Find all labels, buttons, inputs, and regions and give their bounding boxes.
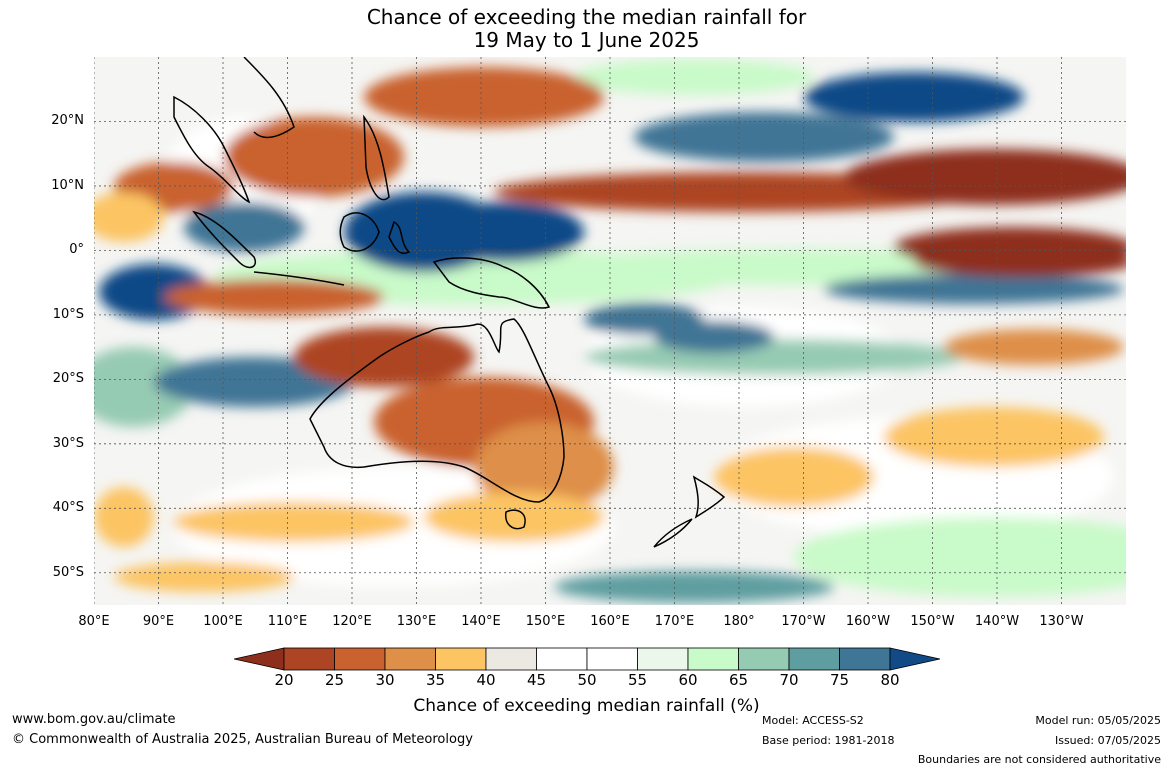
colorbar-segment (788, 647, 840, 671)
lon-label: 100°E (203, 614, 243, 629)
graticule (94, 57, 1126, 605)
colorbar-tick-label: 30 (375, 671, 395, 689)
colorbar-segment (334, 647, 386, 671)
lat-label: 50°S (52, 564, 84, 580)
colorbar-segment (839, 647, 891, 671)
coastline-new-zealand-south (653, 518, 693, 548)
coastline-borneo (339, 212, 380, 252)
lon-label: 160°W (845, 614, 891, 629)
colorbar-segment (283, 647, 335, 671)
map-title-line2: 19 May to 1 June 2025 (473, 28, 700, 52)
colorbar-tick-label: 55 (627, 671, 648, 689)
colorbar-tick-label: 40 (476, 671, 496, 689)
lon-label: 140°E (461, 614, 501, 629)
colorbar-tick-label: 75 (829, 671, 850, 689)
colorbar-tick-label: 25 (324, 671, 345, 689)
footer-copyright: © Commonwealth of Australia 2025, Austra… (12, 732, 473, 747)
footer-model: Model: ACCESS-S2 (762, 714, 864, 727)
map-canvas (94, 57, 1126, 605)
coastline-new-guinea (432, 257, 551, 309)
footer-base-period: Base period: 1981-2018 (762, 734, 895, 747)
lon-label: 140°W (974, 614, 1020, 629)
lat-label: 10°S (52, 306, 84, 322)
colorbar-segment (435, 647, 487, 671)
coastline-tasmania (505, 509, 526, 530)
lat-label: 20°S (52, 371, 84, 387)
map-title-line1: Chance of exceeding the median rainfall … (366, 5, 807, 29)
colorbar-tick-label: 65 (728, 671, 749, 689)
coastline-sumatra (192, 210, 256, 269)
colorbar-segment (637, 647, 689, 671)
colorbar-segment (687, 647, 739, 671)
coastline-java (253, 271, 345, 286)
lon-label: 80°E (78, 614, 110, 629)
lat-label: 10°N (51, 177, 84, 193)
rainfall-fields (94, 59, 1126, 603)
colorbar-tick-label: 35 (425, 671, 446, 689)
coastline-philippines (363, 114, 390, 201)
colorbar-tick-label: 20 (274, 671, 294, 689)
coastline-sulawesi (388, 220, 411, 254)
colorbar-extend-low (234, 647, 285, 671)
colorbar (234, 647, 940, 671)
colorbar-segment (586, 647, 638, 671)
footer-url: www.bom.gov.au/climate (12, 712, 176, 727)
footer-issued: Issued: 07/05/2025 (1054, 734, 1161, 747)
lat-label: 0° (69, 242, 84, 258)
rainfall-probability-map (94, 57, 1126, 605)
lat-label: 20°N (51, 113, 84, 129)
lat-label: 30°S (52, 435, 84, 451)
colorbar-label: Chance of exceeding median rainfall (%) (413, 696, 760, 716)
coastline-new-zealand-north (692, 475, 726, 519)
lon-label: 160°E (590, 614, 630, 629)
colorbar-tick-label: 70 (779, 671, 799, 689)
coastlines (173, 57, 726, 548)
colorbar-tick-label: 60 (678, 671, 698, 689)
lon-label: 180° (723, 614, 755, 629)
lon-label: 170°W (781, 614, 826, 629)
lon-label: 120°E (332, 614, 372, 629)
footer-model-run: Model run: 05/05/2025 (1035, 714, 1161, 727)
lat-label: 40°S (52, 500, 84, 516)
colorbar-segment (384, 647, 436, 671)
lon-label: 170°E (654, 614, 695, 629)
lon-label: 150°W (910, 614, 955, 629)
lon-label: 130°W (1039, 614, 1084, 629)
coastline-indochina (173, 95, 251, 204)
coastline-australia (309, 318, 565, 503)
colorbar-tick-label: 80 (880, 671, 900, 689)
colorbar-segment (536, 647, 588, 671)
colorbar-extend-high (889, 647, 940, 671)
lon-label: 130°E (396, 614, 437, 629)
colorbar-tick-label: 45 (526, 671, 547, 689)
colorbar-segment (485, 647, 537, 671)
lon-label: 150°E (525, 614, 566, 629)
colorbar-segment (738, 647, 790, 671)
lon-label: 110°E (267, 614, 308, 629)
coastline-china (243, 57, 295, 139)
lon-label: 90°E (142, 614, 175, 629)
colorbar-tick-label: 50 (577, 671, 597, 689)
footer-disclaimer: Boundaries are not considered authoritat… (917, 753, 1161, 766)
